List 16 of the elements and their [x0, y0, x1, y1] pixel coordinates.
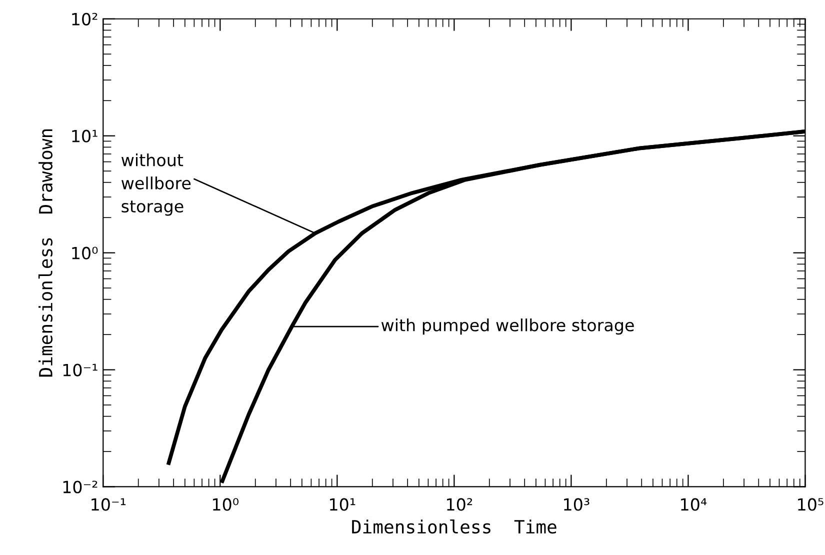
x-tick-label: 10⁰: [213, 498, 239, 511]
x-tick-label: 10⁴: [681, 498, 707, 511]
y-tick-label: 10⁻²: [63, 480, 98, 494]
x-axis-title: Dimensionless Time: [352, 520, 556, 534]
annotation: with pumped wellbore storage: [381, 318, 634, 335]
x-tick-label: 10³: [564, 498, 590, 511]
x-tick-label: 10⁵: [798, 498, 824, 511]
x-tick-label: 10¹: [330, 498, 356, 511]
x-tick-label: 10⁻¹: [92, 498, 126, 511]
y-tick-label: 10⁻¹: [63, 364, 98, 376]
y-tick-label: 10²: [72, 12, 98, 26]
y-axis-title: Dimensionless Drawdown: [38, 129, 53, 377]
y-tick-label: 10¹: [72, 130, 98, 142]
y-tick-label: 10⁰: [72, 246, 98, 260]
x-tick-label: 10²: [447, 498, 472, 511]
annotation: without wellbore storage: [122, 153, 191, 216]
